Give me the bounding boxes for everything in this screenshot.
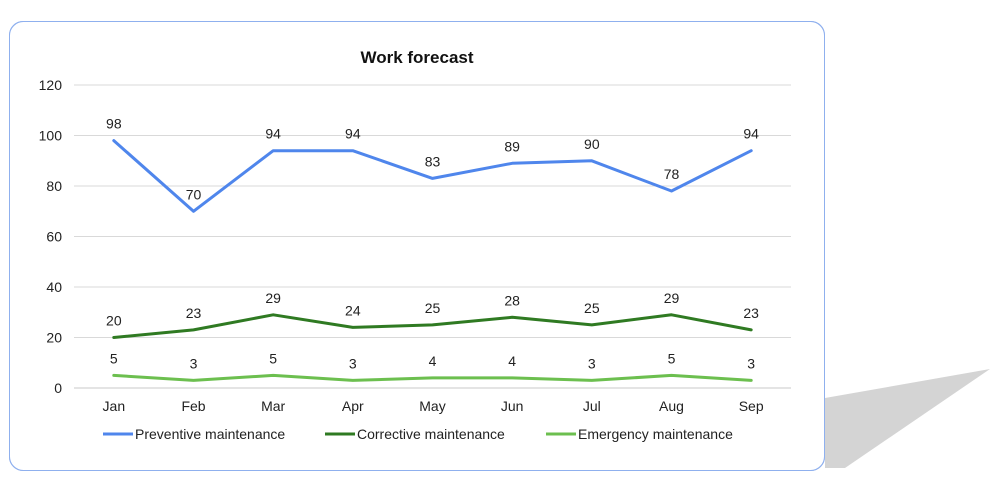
chart-title: Work forecast bbox=[360, 48, 473, 67]
x-tick-label: Feb bbox=[181, 398, 205, 414]
series-layer bbox=[112, 139, 753, 382]
x-tick-label: Jan bbox=[103, 398, 126, 414]
y-tick-label: 20 bbox=[46, 330, 62, 346]
y-tick-label: 80 bbox=[46, 178, 62, 194]
legend-label-3: Emergency maintenance bbox=[578, 426, 733, 442]
data-label: 89 bbox=[504, 138, 520, 154]
data-label: 3 bbox=[588, 355, 596, 371]
data-label: 94 bbox=[265, 126, 281, 142]
card-shadow bbox=[825, 369, 990, 468]
y-tick-label: 60 bbox=[46, 229, 62, 245]
data-label: 4 bbox=[429, 353, 437, 369]
data-label: 5 bbox=[668, 350, 676, 366]
x-tick-label: Apr bbox=[342, 398, 364, 414]
data-label: 94 bbox=[743, 126, 759, 142]
series-line-1 bbox=[112, 139, 753, 213]
data-label: 20 bbox=[106, 313, 122, 329]
y-tick-label: 40 bbox=[46, 279, 62, 295]
data-label: 83 bbox=[425, 153, 441, 169]
y-tick-label: 120 bbox=[39, 77, 63, 93]
data-label: 78 bbox=[664, 166, 680, 182]
data-label: 3 bbox=[349, 355, 357, 371]
data-label: 98 bbox=[106, 116, 122, 132]
data-label: 70 bbox=[186, 186, 202, 202]
data-label: 29 bbox=[664, 290, 680, 306]
data-label: 5 bbox=[110, 350, 118, 366]
data-label: 24 bbox=[345, 302, 361, 318]
x-tick-label: May bbox=[419, 398, 445, 414]
legend-label-1: Preventive maintenance bbox=[135, 426, 285, 442]
y-tick-label: 0 bbox=[54, 380, 62, 396]
legend: Preventive maintenance Corrective mainten… bbox=[103, 426, 733, 442]
data-label: 29 bbox=[265, 290, 281, 306]
y-tick-label: 100 bbox=[39, 128, 63, 144]
data-label: 94 bbox=[345, 126, 361, 142]
data-label: 4 bbox=[508, 353, 516, 369]
data-label: 90 bbox=[584, 136, 600, 152]
data-label: 28 bbox=[504, 292, 520, 308]
card-border bbox=[9, 21, 825, 471]
data-label: 25 bbox=[584, 300, 600, 316]
data-label: 5 bbox=[269, 350, 277, 366]
x-tick-label: Jun bbox=[501, 398, 524, 414]
x-tick-label: Jul bbox=[583, 398, 601, 414]
legend-label-2: Corrective maintenance bbox=[357, 426, 505, 442]
data-label: 23 bbox=[743, 305, 759, 321]
x-tick-label: Mar bbox=[261, 398, 285, 414]
grid-layer: 0 20 40 60 80 100 120 Jan Feb Mar Apr May Jun Jul Aug S… bbox=[39, 77, 791, 414]
x-tick-label: Sep bbox=[739, 398, 764, 414]
x-tick-label: Aug bbox=[659, 398, 684, 414]
data-label-layer: 98 70 94 94 83 89 90 78 94 20 23 29 24 25 28 25 29 23 5 3 5 3… bbox=[106, 116, 759, 372]
card-cover bbox=[10, 22, 824, 470]
data-label: 3 bbox=[747, 355, 755, 371]
data-label: 3 bbox=[190, 355, 198, 371]
series-line-3 bbox=[112, 373, 753, 382]
series-line-2 bbox=[112, 313, 753, 339]
data-label: 25 bbox=[425, 300, 441, 316]
data-label: 23 bbox=[186, 305, 202, 321]
